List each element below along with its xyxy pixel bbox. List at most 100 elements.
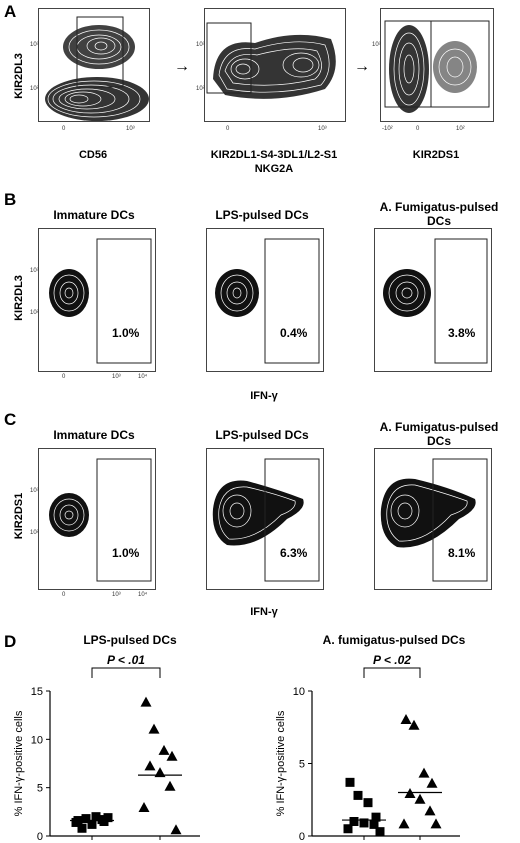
c2-plot [206,448,324,590]
c-xtick-3: 10³ [112,592,121,598]
a3-plot [380,8,494,122]
d2-ylabel: % IFN-γ-positive cells [275,710,287,816]
a1-xtick-0: 0 [62,126,66,132]
d2-point-triangle [414,793,426,804]
a1-ytick-3: 10³ [30,42,39,48]
b1-contours [49,238,152,364]
c1-contours [49,458,152,582]
d1-ytick-label: 0 [37,831,43,843]
panel-d-letter: D [4,632,17,651]
b1-plot [38,228,156,372]
d2-point-triangle [400,714,412,724]
a2-contours [206,22,336,99]
d1-point-triangle [166,750,178,761]
d1-point-square [71,817,81,827]
a2-ytick-3: 10³ [196,42,205,48]
d2-point-square [359,818,369,828]
c-ytick-2: 10² [30,530,39,536]
d1-point-square [81,814,91,824]
b-ytick-3: 10³ [30,268,39,274]
a3-xtick-0: 0 [416,126,420,132]
panel-b-letter: B [4,190,17,209]
c-xtick-0: 0 [62,592,66,598]
d2-bracket [363,667,421,678]
panel-c-letter: C [4,410,17,429]
d2-ytick-label: 5 [299,759,305,771]
b1-percent: 1.0% [112,326,140,340]
d1-chart: LPS-pulsed DCs P < .01 0 5 10 15 % IFN-γ-posit… [13,633,200,843]
d1-point-square [97,815,107,825]
d2-point-square [369,819,379,829]
d1-point-triangle [148,723,160,734]
d1-ytick-label: 5 [37,783,43,795]
d1-ylabel: % IFN-γ-positive cells [13,710,25,816]
d2-point-triangle [398,818,410,829]
b-header-2: LPS-pulsed DCs [215,208,309,222]
a1-xtick-3: 10³ [126,126,135,132]
d2-point-triangle [426,777,438,788]
c-header-3b: DCs [426,434,451,448]
d2-title: A. fumigatus-pulsed DCs [323,633,466,647]
d1-point-triangle [170,824,182,835]
d1-point-square [77,823,87,833]
b3-percent: 3.8% [448,326,476,340]
d1-point-triangle [140,696,152,707]
c1-plot [38,448,156,590]
a2-xtick-3: 10³ [318,126,327,132]
c-ylabel: KIR2DS1 [13,492,25,540]
d2-point-triangle [424,805,436,816]
a2-plot [204,8,346,122]
b-ytick-2: 10² [30,310,39,316]
arrow-1: → [174,58,190,75]
b2-percent: 0.4% [280,326,308,340]
d2-point-square [345,777,355,787]
c1-percent: 1.0% [112,546,140,560]
a3-xtick-2: 10² [456,126,465,132]
a3-xtick-m: -10² [382,126,393,132]
panel-a-letter: A [4,2,17,21]
c2-percent: 6.3% [280,546,308,560]
b-header-3b: DCs [426,214,451,228]
b-xtick-3: 10³ [112,374,121,380]
arrow-2: → [354,58,370,75]
b2-contours [215,238,320,364]
b-xtick-0: 0 [62,374,66,380]
b-header-3: A. Fumigatus-pulsed [379,200,499,214]
a3-contours [384,20,490,113]
d1-pvalue: P < .01 [107,653,145,667]
d1-point-triangle [144,760,156,771]
d2-point-square [343,824,353,834]
a2-xlabel2: NKG2A [254,163,294,175]
c3-contours [380,458,488,582]
a1-xlabel: CD56 [78,149,108,161]
d2-point-square [349,817,359,826]
c-header-1: Immature DCs [53,428,135,442]
d2-chart: A. fumigatus-pulsed DCs P < .02 0 5 10 % IFN-… [275,633,466,843]
d1-point-triangle [158,744,170,755]
a1-contours [45,16,149,121]
c-xlabel: IFN-γ [250,606,278,618]
b-xtick-4: 10⁴ [138,374,148,380]
b-header-1: Immature DCs [53,208,135,222]
c3-plot [374,448,492,590]
c-ytick-3: 10³ [30,488,39,494]
d1-point-square [91,812,101,822]
c-xtick-4: 10⁴ [138,592,148,598]
a1-ytick-2: 10² [30,86,39,92]
a2-ytick-2: 10² [196,86,205,92]
d2-point-triangle [408,719,420,730]
d1-title: LPS-pulsed DCs [83,633,177,647]
d1-ytick-label: 15 [31,686,43,698]
a3-xlabel: KIR2DS1 [412,149,460,161]
b3-plot [374,228,492,372]
d2-ytick-label: 10 [293,686,305,698]
d2-point-square [353,790,363,800]
d1-point-triangle [164,780,176,791]
panel-d-charts: LPS-pulsed DCs P < .01 0 5 10 15 % IFN-γ-posit… [13,633,466,843]
d1-point-triangle [138,801,150,812]
a2-xtick-0: 0 [226,126,230,132]
d1-point-square [87,819,97,829]
a3-ytick-3: 10³ [372,42,381,48]
a1-ylabel: KIR2DL3 [13,53,25,99]
d1-point-square [103,813,113,823]
